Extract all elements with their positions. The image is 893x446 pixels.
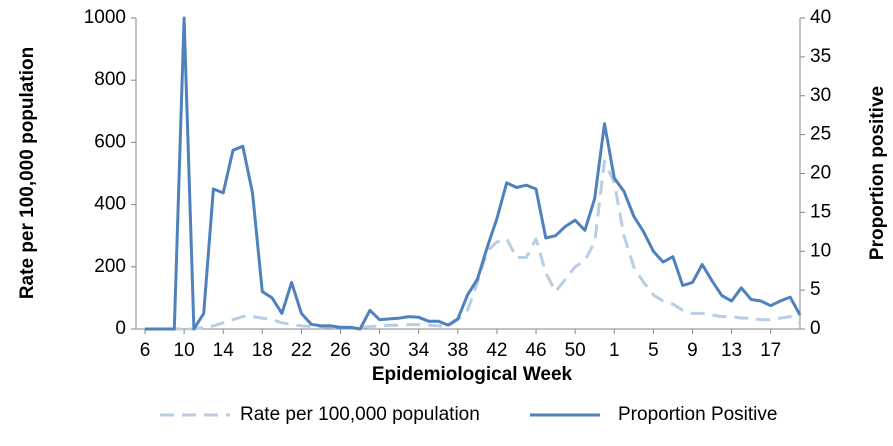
y2-tick-label: 35 [810,46,831,67]
x-tick-label: 42 [486,340,507,361]
legend-label: Rate per 100,000 population [240,404,480,425]
series-line [145,159,801,331]
x-tick-label: 14 [213,340,235,361]
x-tick-label: 18 [252,340,273,361]
x-tick-label: 9 [687,340,698,361]
y-tick-label: 200 [94,256,126,277]
y2-tick-label: 30 [810,85,831,106]
x-tick-label: 30 [369,340,390,361]
x-tick-label: 17 [760,340,781,361]
series-line [145,16,802,331]
y-tick-label: 600 [94,131,126,152]
x-tick-label: 1 [609,340,620,361]
x-tick-label: 13 [721,340,742,361]
x-tick-label: 38 [447,340,468,361]
y2-axis-title: Proportion positive [867,86,888,260]
x-tick-label: 6 [140,340,151,361]
x-tick-label: 22 [291,340,312,361]
y2-tick-label: 20 [810,163,831,184]
x-axis-title: Epidemiological Week [372,364,573,385]
x-tick-label: 10 [174,340,195,361]
y2-tick-label: 25 [810,124,831,145]
x-tick-label: 26 [330,340,351,361]
x-tick-label: 34 [408,340,430,361]
y-axis-title: Rate per 100,000 population [17,47,38,299]
y-tick-label: 1000 [84,7,126,28]
y-tick-label: 0 [115,318,126,339]
y-tick-label: 400 [94,194,126,215]
y2-tick-label: 10 [810,240,831,261]
y2-tick-label: 5 [810,279,821,300]
x-tick-label: 5 [648,340,659,361]
y2-tick-label: 40 [810,7,831,28]
legend-label: Proportion Positive [618,404,777,425]
x-tick-label: 46 [525,340,546,361]
y-tick-label: 800 [94,69,126,90]
y2-tick-label: 0 [810,318,821,339]
x-tick-label: 50 [565,340,586,361]
y2-tick-label: 15 [810,201,831,222]
